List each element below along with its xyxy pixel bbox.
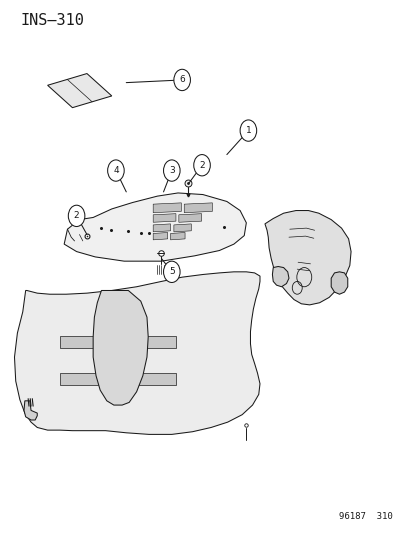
- Text: 3: 3: [169, 166, 174, 175]
- Polygon shape: [24, 401, 37, 420]
- Polygon shape: [178, 214, 201, 222]
- Polygon shape: [122, 336, 176, 348]
- Polygon shape: [60, 336, 114, 348]
- Circle shape: [68, 205, 85, 227]
- Polygon shape: [64, 193, 246, 261]
- Circle shape: [240, 120, 256, 141]
- Polygon shape: [60, 373, 114, 385]
- Text: INS–310: INS–310: [21, 13, 84, 28]
- Polygon shape: [153, 203, 181, 213]
- Polygon shape: [14, 272, 259, 434]
- Polygon shape: [264, 211, 350, 305]
- Text: 1: 1: [245, 126, 251, 135]
- Text: 6: 6: [179, 76, 185, 84]
- Polygon shape: [184, 203, 212, 213]
- Polygon shape: [153, 224, 170, 232]
- Polygon shape: [330, 272, 347, 294]
- Circle shape: [163, 261, 180, 282]
- Polygon shape: [153, 232, 167, 240]
- Text: 96187  310: 96187 310: [339, 512, 392, 521]
- Polygon shape: [173, 224, 191, 232]
- Polygon shape: [122, 373, 176, 385]
- Circle shape: [163, 160, 180, 181]
- Text: 2: 2: [199, 161, 204, 169]
- Circle shape: [193, 155, 210, 176]
- Text: 2: 2: [74, 212, 79, 220]
- Polygon shape: [153, 214, 176, 222]
- Polygon shape: [170, 232, 185, 240]
- Polygon shape: [93, 290, 148, 405]
- Polygon shape: [47, 74, 112, 108]
- Text: 5: 5: [169, 268, 174, 276]
- Polygon shape: [272, 266, 288, 287]
- Text: 4: 4: [113, 166, 119, 175]
- Circle shape: [107, 160, 124, 181]
- Circle shape: [173, 69, 190, 91]
